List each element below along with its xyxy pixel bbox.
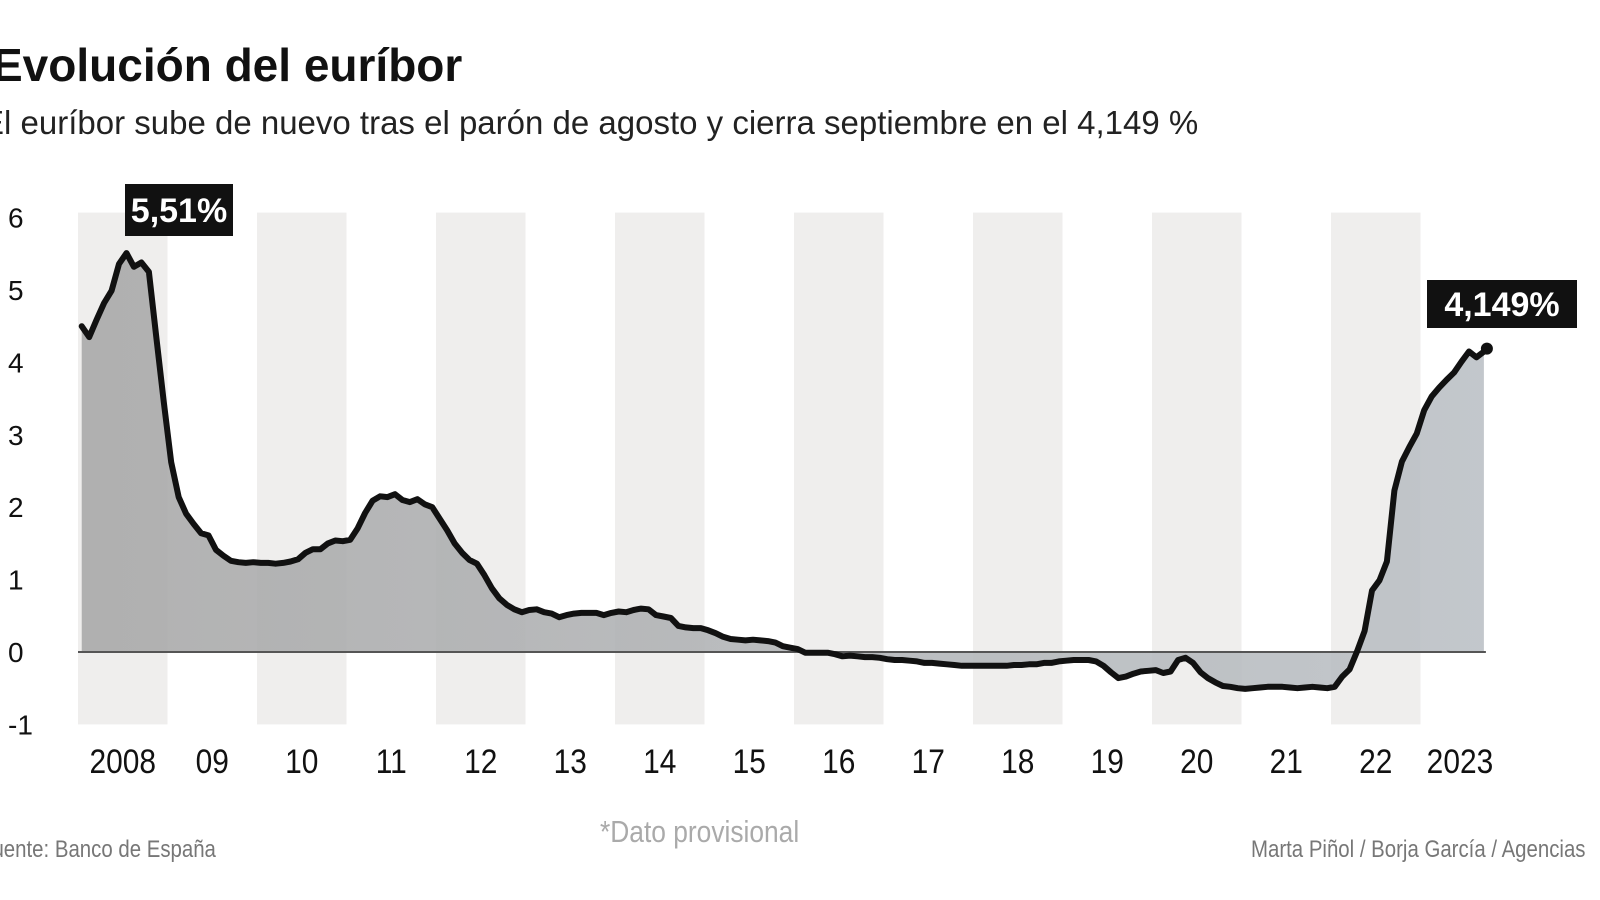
y-tick-label: 5 [8,275,24,306]
line-layer [78,250,1493,692]
value-label-box [1427,280,1577,328]
x-axis: 2008 09 10 11 12 13 14 15 16 17 18 19 20 21 22 2023 [89,742,1493,780]
y-tick-label: 6 [8,203,24,234]
x-tick-label: 16 [822,742,855,780]
chart-subtitle: El euríbor sube de nuevo tras el parón d… [0,104,1199,141]
y-tick-label: 2 [8,492,24,523]
x-tick-label: 19 [1091,742,1124,780]
x-tick-label: 22 [1359,742,1392,780]
credits-text: Marta Piñol / Borja García / Agencias [1251,836,1586,863]
x-tick-label: 09 [196,742,229,780]
y-tick-label: 0 [8,637,24,668]
y-tick-label: 1 [8,565,24,596]
euribor-line [78,250,1487,692]
x-tick-label: 13 [554,742,587,780]
x-tick-label: 11 [376,742,407,780]
x-tick-label: 21 [1270,742,1303,780]
value-label-box [125,184,233,236]
area-layer [81,253,1484,689]
value-label: 4,149% [1444,286,1559,324]
year-band [1152,212,1242,725]
provisional-note: *Dato provisional [600,814,800,849]
x-tick-label: 2008 [89,742,156,780]
x-tick-label: 20 [1180,742,1213,780]
y-axis: 6 5 4 3 2 1 0 -1 [8,203,33,741]
year-band [794,212,884,725]
x-tick-label: 2023 [1427,742,1494,780]
y-tick-label: 3 [8,420,24,451]
source-text: Fuente: Banco de España [0,836,216,863]
chart-title: Evolución del euríbor [0,39,463,91]
annotations: 5,51% 4,149% [125,184,1577,328]
x-tick-label: 10 [285,742,318,780]
x-tick-label: 18 [1001,742,1034,780]
year-band [973,212,1063,725]
x-tick-label: 15 [733,742,766,780]
x-tick-label: 12 [464,742,497,780]
x-tick-label: 14 [643,742,676,780]
last-data-point [1480,342,1493,355]
y-tick-label: -1 [8,709,33,740]
area-fill [81,253,1484,689]
value-label: 5,51% [131,192,227,230]
y-tick-label: 4 [8,347,24,378]
x-tick-label: 17 [912,742,945,780]
